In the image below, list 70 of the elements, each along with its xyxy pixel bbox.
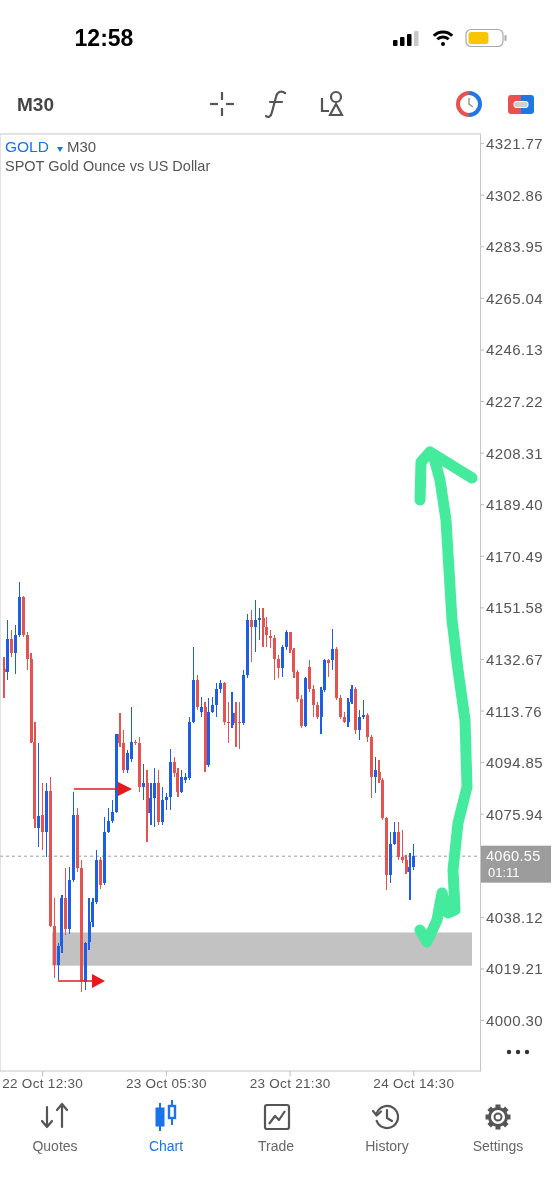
text: History: [365, 1138, 409, 1154]
candlestick: [327, 657, 331, 678]
candlestick: [14, 624, 18, 675]
candlestick: [334, 646, 338, 701]
y-tick-label: 4075.94: [486, 805, 544, 823]
candlestick: [408, 852, 412, 901]
y-tick-label: 4265.04: [486, 289, 544, 307]
candlestick: [249, 609, 253, 663]
candlestick: [2, 656, 6, 699]
text: Chart: [148, 1138, 184, 1154]
candlestick: [307, 659, 311, 693]
candlestick: [311, 684, 315, 718]
candlestick: [10, 629, 14, 658]
candlestick: [392, 821, 396, 846]
x-tick-label: 23 Oct 21:30: [249, 1076, 331, 1091]
text: Quotes: [32, 1138, 78, 1154]
y-tick-label: 4170.49: [486, 547, 544, 565]
y-tick-label: 4302.86: [486, 186, 544, 204]
candlestick: [338, 694, 342, 720]
candlestick: [331, 627, 335, 671]
text: Trade: [257, 1138, 295, 1154]
candlestick: [365, 712, 369, 743]
x-tick-label: 24 Oct 14:30: [373, 1076, 455, 1091]
x-tick-label: 23 Oct 05:30: [125, 1076, 207, 1091]
annotation: M30: [67, 138, 97, 155]
chart-title: GOLD: [5, 138, 49, 155]
ref-line-label: 4060.55: [486, 848, 541, 865]
text: 12:58: [74, 25, 134, 51]
y-tick-label: 4000.30: [486, 1012, 544, 1030]
y-tick-label: 4189.40: [486, 496, 544, 514]
candlestick: [153, 767, 157, 828]
y-tick-label: 4132.67: [486, 650, 544, 668]
candlestick: [215, 682, 219, 718]
text: M30: [17, 94, 54, 115]
candlestick: [276, 654, 280, 680]
candlestick: [106, 807, 110, 835]
candlestick: [199, 696, 203, 718]
candlestick: [234, 701, 238, 748]
candlestick: [280, 644, 284, 678]
candlestick: [141, 762, 145, 801]
y-tick-label: 4283.95: [486, 238, 544, 256]
candlestick: [404, 854, 408, 875]
y-tick-label: 4113.76: [486, 702, 542, 720]
y-tick-label: 4019.21: [486, 960, 544, 978]
candlestick: [358, 709, 362, 741]
y-tick-label: 4208.31: [486, 444, 544, 462]
candlestick: [284, 629, 288, 651]
y-tick-label: 4321.77: [486, 135, 544, 153]
y-tick-label: 4151.58: [486, 599, 544, 617]
candlestick: [230, 691, 234, 729]
candlestick: [253, 599, 257, 653]
text: 01:11: [488, 865, 520, 880]
text: Settings: [472, 1138, 524, 1154]
y-tick-label: 4094.85: [486, 754, 544, 772]
candlestick: [362, 699, 366, 720]
y-tick-label: 4038.12: [486, 908, 544, 926]
x-tick-label: 22 Oct 12:30: [2, 1076, 84, 1091]
y-tick-label: 4227.22: [486, 393, 544, 411]
candlestick: [41, 782, 45, 851]
candlestick: [273, 634, 277, 681]
candlestick: [219, 679, 222, 695]
candlestick: [110, 799, 114, 824]
candlestick: [261, 607, 265, 648]
candlestick: [180, 769, 184, 794]
y-tick-label: 4246.13: [486, 341, 544, 359]
candlestick: [373, 756, 377, 794]
candlestick: [257, 607, 261, 641]
candlestick: [37, 742, 41, 848]
text: SPOT Gold Ounce vs US Dollar: [5, 158, 211, 174]
candlestick: [149, 782, 153, 826]
